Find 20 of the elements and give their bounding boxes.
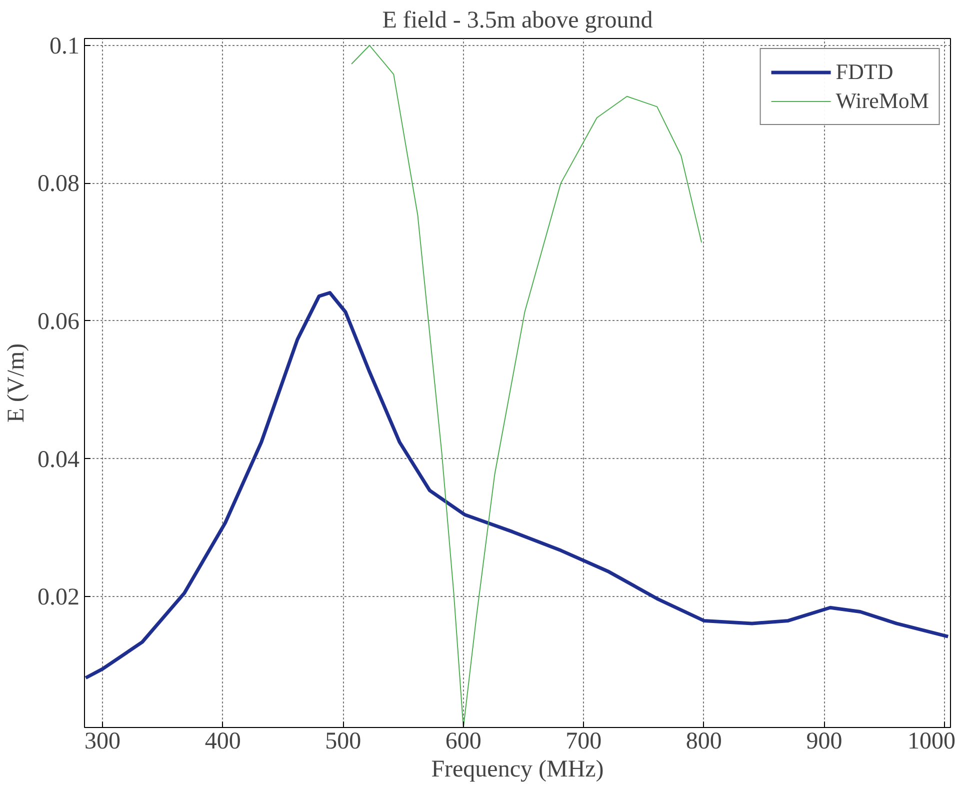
x-tick-label: 700	[566, 728, 602, 754]
x-tick-label: 800	[686, 728, 722, 754]
legend-label: FDTD	[836, 59, 894, 85]
y-tick-label: 0.02	[38, 584, 80, 611]
x-tick-label: 600	[445, 728, 482, 754]
x-tick-label: 400	[204, 728, 241, 754]
y-axis-title: E (V/m)	[4, 343, 30, 423]
y-tick-label: 0.08	[38, 171, 80, 198]
x-tick-label: 300	[84, 728, 121, 754]
y-tick-label: 0.1	[50, 33, 80, 60]
line-series	[351, 44, 702, 728]
y-tick-label: 0.06	[38, 308, 80, 335]
x-tick-label: 900	[806, 728, 842, 754]
x-axis-title: Frequency (MHz)	[431, 756, 604, 782]
x-tick-label: 500	[325, 728, 362, 754]
line-series	[84, 290, 950, 680]
legend-label: WireMoM	[836, 88, 929, 114]
chart-title: E field - 3.5m above ground	[382, 8, 653, 34]
x-tick-label: 1000	[908, 728, 956, 754]
y-tick-label: 0.04	[38, 446, 80, 473]
